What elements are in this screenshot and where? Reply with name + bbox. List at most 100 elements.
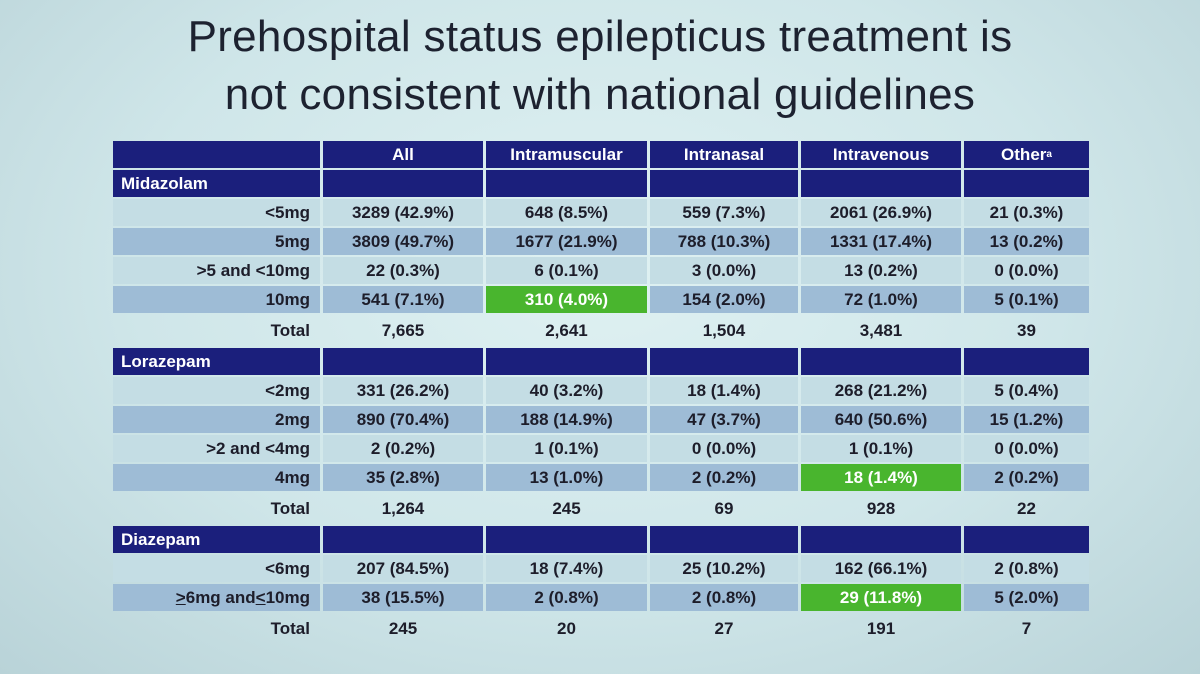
slide-title: Prehospital status epilepticus treatment… xyxy=(0,8,1200,124)
table-cell: 154 (2.0%) xyxy=(650,286,798,313)
row-label: >6mg and <10mg xyxy=(113,584,320,611)
row-label: 4mg xyxy=(113,464,320,491)
table-cell: 15 (1.2%) xyxy=(964,406,1089,433)
table-cell: 162 (66.1%) xyxy=(801,555,961,582)
section-header-fill xyxy=(323,348,483,375)
total-cell: 7 xyxy=(1021,618,1032,638)
total-cell: 2,641 xyxy=(545,320,588,340)
column-header-intramuscular: Intramuscular xyxy=(486,141,647,168)
row-label: 5mg xyxy=(113,228,320,255)
table-cell: 648 (8.5%) xyxy=(486,199,647,226)
section-header-fill xyxy=(801,526,961,553)
row-label: 10mg xyxy=(113,286,320,313)
table-cell: 35 (2.8%) xyxy=(323,464,483,491)
section-header-fill xyxy=(964,170,1089,197)
table-cell: 6 (0.1%) xyxy=(486,257,647,284)
total-cell: 27 xyxy=(714,618,734,638)
table-cell: 331 (26.2%) xyxy=(323,377,483,404)
table-cell: 0 (0.0%) xyxy=(650,435,798,462)
table-cell: 22 (0.3%) xyxy=(323,257,483,284)
section-header-fill xyxy=(650,348,798,375)
table-cell: 2061 (26.9%) xyxy=(801,199,961,226)
footnote-marker: a xyxy=(1046,149,1052,160)
section-header-fill xyxy=(964,348,1089,375)
section-header-fill xyxy=(801,348,961,375)
table-cell: 13 (1.0%) xyxy=(486,464,647,491)
title-line-2: not consistent with national guidelines xyxy=(224,70,976,119)
column-header-intravenous: Intravenous xyxy=(801,141,961,168)
table-cell: 13 (0.2%) xyxy=(964,228,1089,255)
column-header-other-text: Other xyxy=(1001,144,1047,164)
section-header-fill xyxy=(486,526,647,553)
column-header-other: Other a xyxy=(964,141,1089,168)
section-header-midazolam: Midazolam xyxy=(113,170,320,197)
total-label: Total xyxy=(270,320,310,340)
section-header-diazepam: Diazepam xyxy=(113,526,320,553)
table-cell: 1 (0.1%) xyxy=(486,435,647,462)
section-header-fill xyxy=(486,170,647,197)
row-label: <2mg xyxy=(113,377,320,404)
table-cell: 268 (21.2%) xyxy=(801,377,961,404)
row-label: <5mg xyxy=(113,199,320,226)
table-cell: 188 (14.9%) xyxy=(486,406,647,433)
section-header-fill xyxy=(323,170,483,197)
total-cell: 245 xyxy=(552,498,581,518)
section-header-fill xyxy=(650,170,798,197)
total-cell: 1,264 xyxy=(381,498,425,518)
total-label: Total xyxy=(270,618,310,638)
total-cell: 1,504 xyxy=(702,320,746,340)
total-cell: 191 xyxy=(866,618,896,638)
table-cell: 1331 (17.4%) xyxy=(801,228,961,255)
total-cell: 3,481 xyxy=(859,320,903,340)
row-label: >2 and <4mg xyxy=(113,435,320,462)
table-cell: 207 (84.5%) xyxy=(323,555,483,582)
label-part: 6mg and xyxy=(185,587,256,607)
label-part: < xyxy=(255,587,266,607)
section-header-fill xyxy=(650,526,798,553)
table-cell: 40 (3.2%) xyxy=(486,377,647,404)
table-cell: 13 (0.2%) xyxy=(801,257,961,284)
column-header-intranasal: Intranasal xyxy=(650,141,798,168)
table-cell: 2 (0.8%) xyxy=(486,584,647,611)
table-cell: 2 (0.8%) xyxy=(964,555,1089,582)
table-cell: 2 (0.2%) xyxy=(650,464,798,491)
section-header-fill xyxy=(486,348,647,375)
table-cell: 3289 (42.9%) xyxy=(323,199,483,226)
table-cell: 18 (7.4%) xyxy=(486,555,647,582)
table-cell: 25 (10.2%) xyxy=(650,555,798,582)
row-label: 2mg xyxy=(113,406,320,433)
title-line-1: Prehospital status epilepticus treatment… xyxy=(187,12,1013,61)
table-cell: 38 (15.5%) xyxy=(323,584,483,611)
total-cell: 7,665 xyxy=(381,320,425,340)
table-cell: 47 (3.7%) xyxy=(650,406,798,433)
total-cell: 20 xyxy=(557,618,576,638)
table-cell: 2 (0.2%) xyxy=(964,464,1089,491)
row-label: >5 and <10mg xyxy=(113,257,320,284)
table-cell: 21 (0.3%) xyxy=(964,199,1089,226)
table-cell: 5 (0.1%) xyxy=(964,286,1089,313)
label-part: 10mg xyxy=(265,587,310,607)
table-cell: 1677 (21.9%) xyxy=(486,228,647,255)
table-cell: 0 (0.0%) xyxy=(964,257,1089,284)
total-cell: 245 xyxy=(388,618,418,638)
section-header-fill xyxy=(801,170,961,197)
total-cell: 928 xyxy=(866,498,896,518)
label-part: > xyxy=(175,587,186,607)
table-cell: 3 (0.0%) xyxy=(650,257,798,284)
table-cell: 559 (7.3%) xyxy=(650,199,798,226)
table-cell: 5 (0.4%) xyxy=(964,377,1089,404)
highlighted-cell: 29 (11.8%) xyxy=(801,584,961,611)
column-header-all: All xyxy=(323,141,483,168)
table-cell: 541 (7.1%) xyxy=(323,286,483,313)
total-cell: 69 xyxy=(714,498,734,518)
table-cell: 788 (10.3%) xyxy=(650,228,798,255)
table-cell: 3809 (49.7%) xyxy=(323,228,483,255)
table-cell: 640 (50.6%) xyxy=(801,406,961,433)
table-cell: 72 (1.0%) xyxy=(801,286,961,313)
highlighted-cell: 18 (1.4%) xyxy=(801,464,961,491)
total-label: Total xyxy=(270,498,310,518)
table-cell: 2 (0.8%) xyxy=(650,584,798,611)
table-cell: 2 (0.2%) xyxy=(323,435,483,462)
row-label: <6mg xyxy=(113,555,320,582)
table-cell: 1 (0.1%) xyxy=(801,435,961,462)
